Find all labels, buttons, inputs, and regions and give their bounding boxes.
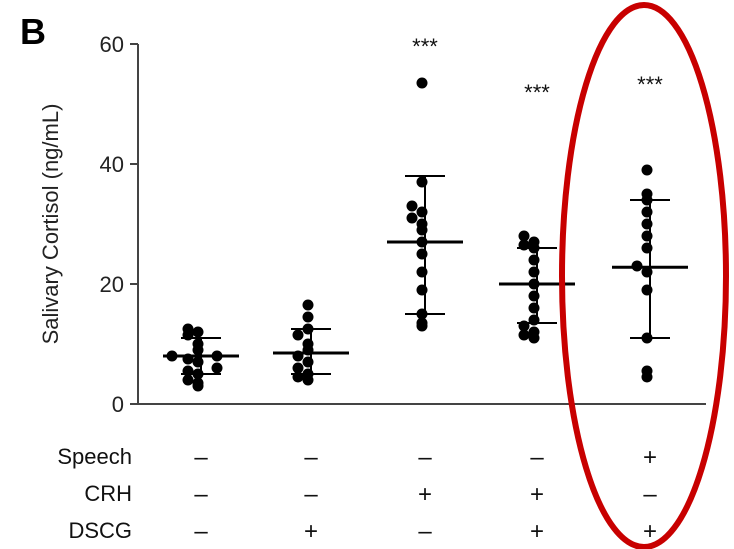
data-point [292,350,304,362]
group-4: *** [499,80,575,344]
data-point [211,350,223,362]
y-tick-label: 60 [100,32,124,57]
data-point [416,284,428,296]
condition-sign: + [304,518,318,545]
data-point [518,230,530,242]
data-point [192,356,204,368]
condition-sign: – [643,481,657,508]
data-point [182,365,194,377]
data-point [292,329,304,341]
data-point [416,236,428,248]
condition-sign: – [194,518,208,545]
data-point [302,299,314,311]
y-axis-title: Salivary Cortisol (ng/mL) [38,104,63,345]
row-label-dscg: DSCG [68,518,132,543]
row-label-crh: CRH [84,481,132,506]
data-point [641,284,653,296]
data-point [406,200,418,212]
data-point [192,368,204,380]
data-point [416,176,428,188]
y-axis: 0 20 40 60 [100,32,706,417]
data-point [292,362,304,374]
data-point [192,377,204,389]
condition-sign: + [530,518,544,545]
data-point [528,266,540,278]
panel-label: B [20,11,46,52]
condition-sign: – [418,518,432,545]
data-point [192,326,204,338]
data-point [416,266,428,278]
data-point [302,368,314,380]
data-point [302,356,314,368]
condition-sign: + [530,481,544,508]
condition-sign: – [194,444,208,471]
group-2 [273,299,349,386]
data-point [416,248,428,260]
data-point [211,362,223,374]
significance-label: *** [412,34,438,59]
data-point [416,218,428,230]
data-point [641,164,653,176]
condition-sign: – [418,444,432,471]
data-point [182,353,194,365]
data-point [518,239,530,251]
data-point [528,236,540,248]
data-point [182,374,194,386]
group-1 [163,323,239,392]
data-point [416,317,428,329]
y-tick-label: 0 [112,392,124,417]
data-point [641,242,653,254]
condition-sign: + [643,444,657,471]
data-point [302,323,314,335]
significance-label: *** [524,80,550,105]
data-point [641,206,653,218]
condition-sign: – [304,481,318,508]
condition-table: Speech – – – – + CRH – – + + – DSCG – + – + + [57,444,657,545]
condition-sign: – [530,444,544,471]
row-label-speech: Speech [57,444,132,469]
group-5: *** [612,72,688,383]
data-point [416,308,428,320]
condition-sign: – [194,481,208,508]
data-point [641,188,653,200]
data-point [166,350,178,362]
data-point [641,365,653,377]
data-point [641,266,653,278]
condition-sign: + [418,481,432,508]
data-point [302,338,314,350]
data-point [416,77,428,89]
data-groups: *** *** *** [163,34,688,392]
highlight-ellipse [559,2,729,549]
y-tick-label: 40 [100,152,124,177]
data-point [192,338,204,350]
condition-sign: – [304,444,318,471]
data-point [528,326,540,338]
significance-label: *** [637,72,663,97]
data-point [302,311,314,323]
data-point [182,323,194,335]
data-point [641,230,653,242]
data-point [416,206,428,218]
data-point [292,371,304,383]
data-point [518,320,530,332]
data-point [631,260,643,272]
condition-sign: + [643,518,657,545]
y-tick-label: 20 [100,272,124,297]
data-point [518,329,530,341]
group-3: *** [387,34,463,332]
data-point [406,212,418,224]
data-point [528,302,540,314]
data-point [528,278,540,290]
data-point [641,332,653,344]
data-point [641,218,653,230]
data-point [528,314,540,326]
data-point [528,254,540,266]
data-point [528,290,540,302]
